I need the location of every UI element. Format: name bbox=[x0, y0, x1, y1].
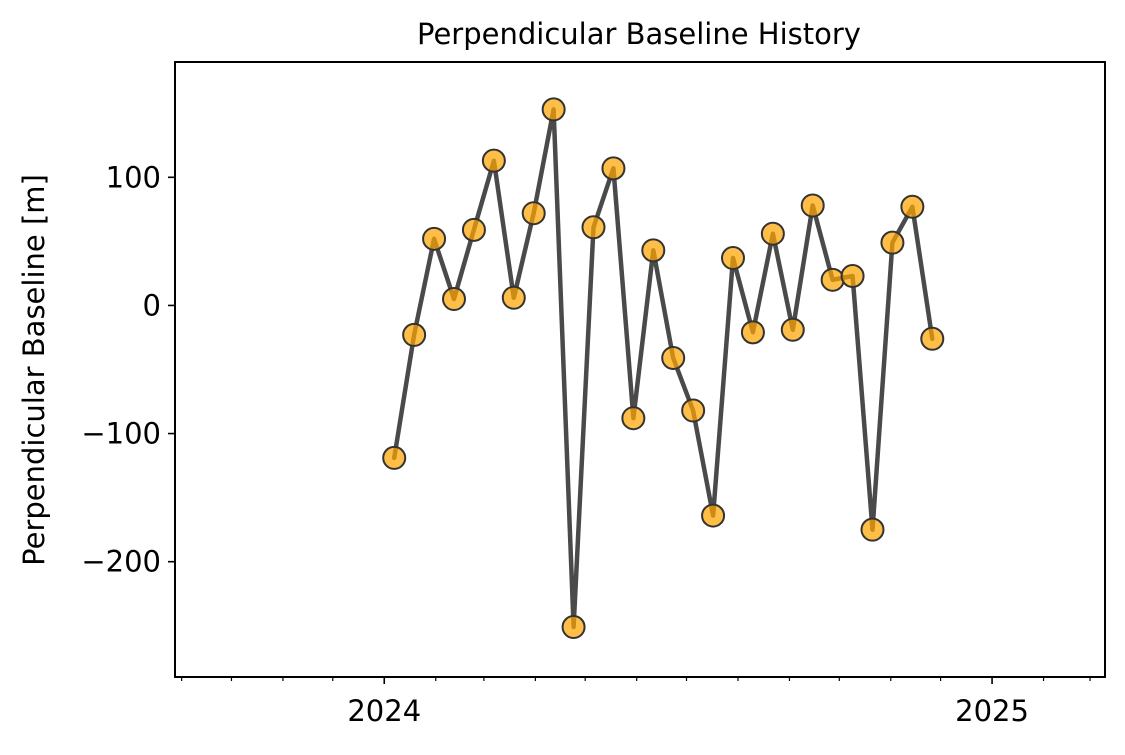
y-axis-label: Perpendicular Baseline [m] bbox=[17, 174, 51, 566]
chart-title: Perpendicular Baseline History bbox=[417, 17, 861, 51]
data-point bbox=[461, 217, 486, 242]
data-point bbox=[601, 156, 626, 181]
data-point bbox=[900, 194, 925, 219]
data-point bbox=[860, 517, 885, 542]
data-point bbox=[740, 320, 765, 345]
data-point bbox=[581, 215, 606, 240]
data-point bbox=[820, 267, 845, 292]
plot-frame bbox=[174, 61, 1106, 678]
data-point bbox=[422, 226, 447, 251]
data-point bbox=[840, 263, 865, 288]
data-point bbox=[800, 193, 825, 218]
series-line bbox=[391, 107, 935, 630]
x-tick-label: 2024 bbox=[347, 694, 421, 728]
data-point bbox=[481, 148, 506, 173]
data-point bbox=[701, 503, 726, 528]
data-point bbox=[501, 285, 526, 310]
x-tick-label: 2025 bbox=[955, 694, 1029, 728]
data-point bbox=[402, 322, 427, 347]
data-point bbox=[780, 317, 805, 342]
data-point bbox=[621, 406, 646, 431]
data-point bbox=[641, 238, 666, 263]
y-tick-label: −100 bbox=[81, 417, 161, 451]
y-tick-label: −200 bbox=[81, 545, 161, 579]
data-point bbox=[561, 615, 586, 640]
data-point bbox=[442, 287, 466, 312]
data-point bbox=[521, 201, 546, 226]
data-point bbox=[661, 345, 686, 370]
y-tick-label: 100 bbox=[106, 160, 161, 194]
data-point bbox=[760, 221, 785, 246]
data-point bbox=[681, 398, 706, 423]
data-point bbox=[721, 246, 745, 271]
y-tick-label: 0 bbox=[143, 288, 161, 322]
data-point bbox=[880, 230, 905, 255]
plot-area: −200 −100 0 100 2024 2025 bbox=[81, 61, 1106, 728]
data-point bbox=[920, 326, 945, 351]
data-point bbox=[541, 97, 566, 122]
data-point bbox=[382, 445, 407, 470]
